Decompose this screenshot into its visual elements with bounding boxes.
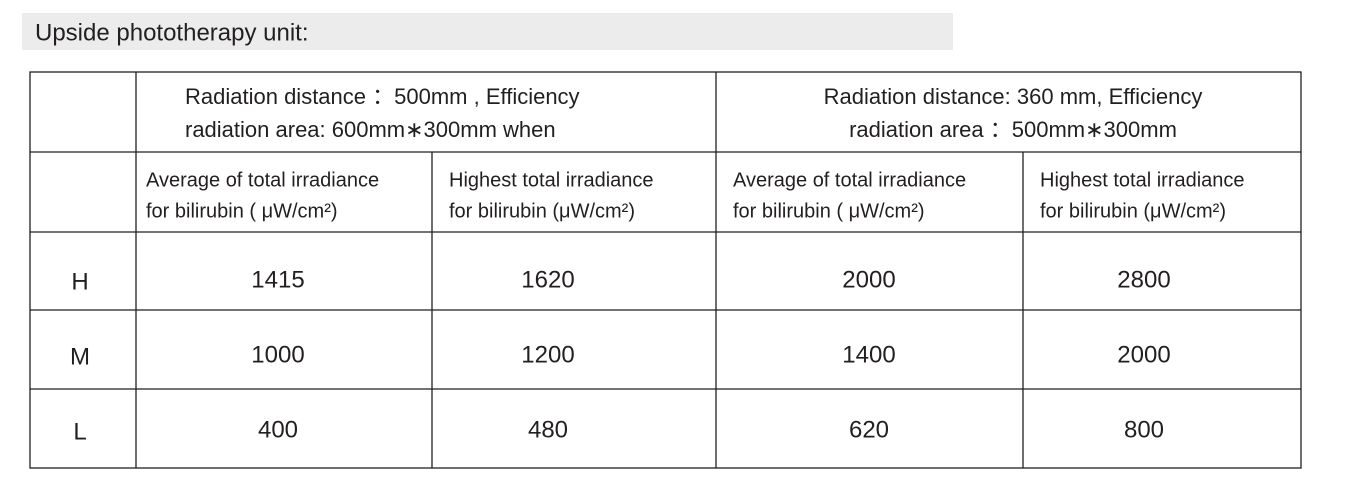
cell-value: 1200 — [521, 341, 574, 368]
column-header: for bilirubin (μW/cm²) — [1040, 200, 1226, 222]
group-header: radiation area: 600mm∗300mm when — [185, 117, 556, 142]
group-header: Radiation distance: 360 mm, Efficiency — [824, 84, 1203, 109]
cell-value: 1620 — [521, 266, 574, 293]
page-title: Upside phototherapy unit: — [35, 19, 309, 46]
cell-value: 620 — [849, 416, 889, 443]
cell-value: 2000 — [842, 266, 895, 293]
cell-value: 480 — [528, 416, 568, 443]
column-header: Average of total irradiance — [146, 169, 379, 191]
title-banner — [22, 13, 953, 50]
column-header: Highest total irradiance — [1040, 169, 1245, 191]
group-header: Radiation distance ：500mm , Efficiency — [185, 84, 580, 109]
column-header: Average of total irradiance — [733, 169, 966, 191]
group-header: radiation area ：500mm∗300mm — [849, 117, 1177, 142]
column-header: for bilirubin (μW/cm²) — [449, 200, 635, 222]
column-header: Highest total irradiance — [449, 169, 654, 191]
table-grid — [29, 71, 1302, 469]
cell-value: 800 — [1124, 416, 1164, 443]
row-label: L — [73, 418, 86, 445]
column-header: for bilirubin ( μW/cm²) — [733, 200, 925, 222]
row-label: M — [70, 343, 90, 370]
cell-value: 1415 — [251, 266, 304, 293]
row-label: H — [71, 268, 88, 295]
cell-value: 2000 — [1117, 341, 1170, 368]
column-header: for bilirubin ( μW/cm²) — [146, 200, 338, 222]
cell-value: 2800 — [1117, 266, 1170, 293]
cell-value: 1000 — [251, 341, 304, 368]
cell-value: 400 — [258, 416, 298, 443]
cell-value: 1400 — [842, 341, 895, 368]
